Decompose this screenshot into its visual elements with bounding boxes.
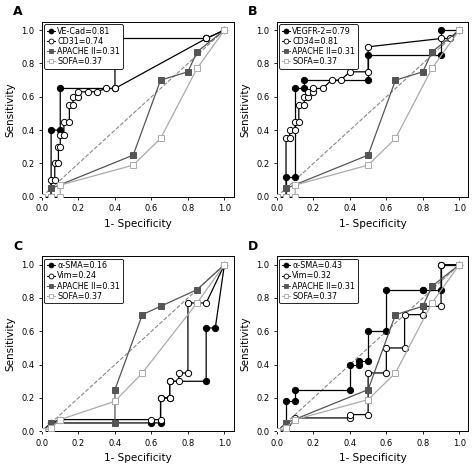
Text: B: B (248, 5, 258, 18)
Text: D: D (248, 240, 258, 253)
Y-axis label: Sensitivity: Sensitivity (240, 317, 250, 371)
X-axis label: 1- Specificity: 1- Specificity (104, 219, 172, 229)
Text: C: C (13, 240, 22, 253)
Y-axis label: Sensitivity: Sensitivity (6, 317, 16, 371)
Legend: VEGFR-2=0.79, CD34=0.81, APACHE II=0.31, SOFA=0.37: VEGFR-2=0.79, CD34=0.81, APACHE II=0.31,… (279, 24, 357, 69)
Text: A: A (13, 5, 23, 18)
X-axis label: 1- Specificity: 1- Specificity (339, 454, 407, 463)
Legend: α-SMA=0.16, Vim=0.24, APACHE II=0.31, SOFA=0.37: α-SMA=0.16, Vim=0.24, APACHE II=0.31, SO… (45, 259, 123, 303)
Y-axis label: Sensitivity: Sensitivity (6, 82, 16, 136)
X-axis label: 1- Specificity: 1- Specificity (104, 454, 172, 463)
Legend: α-SMA=0.43, Vim=0.32, APACHE II=0.31, SOFA=0.37: α-SMA=0.43, Vim=0.32, APACHE II=0.31, SO… (279, 259, 357, 303)
Y-axis label: Sensitivity: Sensitivity (240, 82, 250, 136)
Legend: VE-Cad=0.81, CD31=0.74, APACHE II=0.31, SOFA=0.37: VE-Cad=0.81, CD31=0.74, APACHE II=0.31, … (45, 24, 123, 69)
X-axis label: 1- Specificity: 1- Specificity (339, 219, 407, 229)
